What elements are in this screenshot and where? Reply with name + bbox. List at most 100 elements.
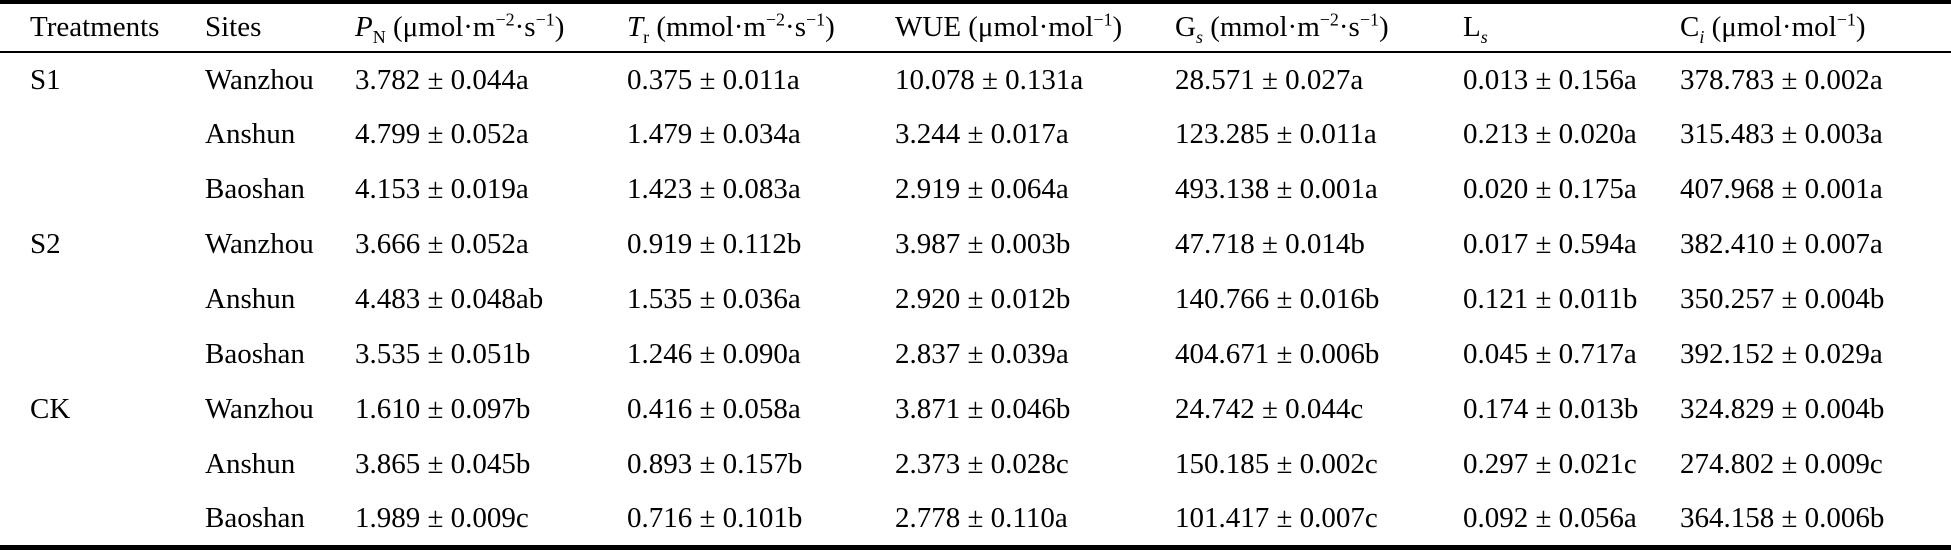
cell-tr: 1.246 ± 0.090a <box>627 338 801 370</box>
cell-gs: 493.138 ± 0.001a <box>1175 173 1378 205</box>
cell-treatment <box>0 162 175 217</box>
col-header-treatments: Treatments <box>0 2 175 52</box>
header-text-segment: (mmol·m <box>1202 11 1320 43</box>
cell-gs: 140.766 ± 0.016b <box>1175 283 1380 315</box>
cell-tr: 0.716 ± 0.101b <box>627 501 803 534</box>
header-text-segment: Sites <box>205 11 262 43</box>
cell-ci: 364.158 ± 0.006b <box>1680 501 1885 534</box>
cell-gs: 24.742 ± 0.044c <box>1175 393 1364 425</box>
cell-tr: 1.479 ± 0.034a <box>627 118 801 150</box>
cell-treatment: S1 <box>30 63 61 96</box>
header-row: Treatments Sites PN (μmol·m−2·s−1) Tr (m… <box>0 2 1951 52</box>
cell-ls: 0.121 ± 0.011b <box>1463 283 1638 315</box>
table-row: Baoshan 1.989 ± 0.009c 0.716 ± 0.101b 2.778… <box>0 492 1951 547</box>
header-text-segment: (μmol·mol <box>1704 11 1837 43</box>
cell-site: Wanzhou <box>205 228 314 260</box>
cell-wue: 3.871 ± 0.046b <box>895 393 1071 425</box>
cell-gs: 101.417 ± 0.007c <box>1175 501 1378 534</box>
header-text-segment: (mmol·m <box>649 11 766 43</box>
table-row: CK Wanzhou 1.610 ± 0.097b 0.416 ± 0.058a 3.8… <box>0 382 1951 437</box>
header-text-segment: −2 <box>765 9 786 30</box>
cell-tr: 0.919 ± 0.112b <box>627 228 802 260</box>
table-row: Anshun 4.483 ± 0.048ab 1.535 ± 0.036a 2.920… <box>0 272 1951 327</box>
table-row: S1 Wanzhou 3.782 ± 0.044a 0.375 ± 0.011a 10.… <box>0 52 1951 107</box>
header-text-segment: ) <box>1855 11 1866 43</box>
table-row: S2 Wanzhou 3.666 ± 0.052a 0.919 ± 0.112b 3.9… <box>0 217 1951 272</box>
cell-wue: 2.837 ± 0.039a <box>895 338 1069 370</box>
cell-ls: 0.092 ± 0.056a <box>1463 501 1637 534</box>
cell-tr: 1.535 ± 0.036a <box>627 283 801 315</box>
cell-pn: 3.535 ± 0.051b <box>355 338 531 370</box>
table-row: Anshun 3.865 ± 0.045b 0.893 ± 0.157b 2.373 … <box>0 437 1951 492</box>
header-text-segment: s <box>1480 26 1488 47</box>
cell-wue: 3.244 ± 0.017a <box>895 118 1069 150</box>
header-text-segment: ) <box>1378 11 1389 43</box>
header-text-segment: −1 <box>1359 9 1379 30</box>
cell-tr: 0.375 ± 0.011a <box>627 63 800 96</box>
header-text-segment: −2 <box>495 9 515 30</box>
cell-ci: 324.829 ± 0.004b <box>1680 393 1885 425</box>
cell-wue: 2.920 ± 0.012b <box>895 283 1071 315</box>
table-row: Anshun 4.799 ± 0.052a 1.479 ± 0.034a 3.244 … <box>0 107 1951 162</box>
cell-site: Anshun <box>205 283 296 315</box>
cell-site: Anshun <box>205 448 296 480</box>
cell-wue: 10.078 ± 0.131a <box>895 63 1084 96</box>
cell-pn: 3.666 ± 0.052a <box>355 228 529 260</box>
cell-gs: 28.571 ± 0.027a <box>1175 63 1364 96</box>
cell-ls: 0.020 ± 0.175a <box>1463 173 1637 205</box>
cell-ls: 0.045 ± 0.717a <box>1463 338 1637 370</box>
header-text-segment: C <box>1680 11 1700 43</box>
cell-ci: 350.257 ± 0.004b <box>1680 283 1885 315</box>
cell-pn: 4.799 ± 0.052a <box>355 118 529 150</box>
cell-ci: 274.802 ± 0.009c <box>1680 448 1883 480</box>
cell-wue: 2.919 ± 0.064a <box>895 173 1069 205</box>
cell-wue: 3.987 ± 0.003b <box>895 228 1071 260</box>
cell-gs: 123.285 ± 0.011a <box>1175 118 1377 150</box>
header-text-segment: WUE (μmol·mol <box>895 11 1094 43</box>
table-row: Baoshan 4.153 ± 0.019a 1.423 ± 0.083a 2.919… <box>0 162 1951 217</box>
cell-pn: 1.610 ± 0.097b <box>355 393 531 425</box>
col-header-sites: Sites <box>175 2 325 52</box>
cell-site: Anshun <box>205 118 296 150</box>
col-header-tr: Tr (mmol·m−2·s−1) <box>597 2 865 52</box>
table-body: S1 Wanzhou 3.782 ± 0.044a 0.375 ± 0.011a 10.… <box>0 52 1951 547</box>
header-text-segment: Treatments <box>30 11 160 43</box>
col-header-ci: Ci (μmol·mol−1) <box>1650 2 1951 52</box>
header-text-segment: i <box>1699 26 1705 47</box>
header-text-segment: −1 <box>1093 9 1113 30</box>
cell-treatment <box>0 327 175 382</box>
header-text-segment: ·s <box>514 11 536 43</box>
header-text-segment: T <box>627 11 644 43</box>
cell-site: Baoshan <box>205 338 305 370</box>
col-header-gs: Gs (mmol·m−2·s−1) <box>1145 2 1433 52</box>
header-text-segment: s <box>1195 26 1203 47</box>
cell-ci: 382.410 ± 0.007a <box>1680 228 1883 260</box>
cell-ci: 315.483 ± 0.003a <box>1680 118 1883 150</box>
header-text-segment: ·s <box>785 11 806 43</box>
cell-treatment <box>0 272 175 327</box>
cell-ls: 0.174 ± 0.013b <box>1463 393 1639 425</box>
cell-site: Wanzhou <box>205 393 314 425</box>
col-header-wue: WUE (μmol·mol−1) <box>865 2 1145 52</box>
header-text-segment: ) <box>1112 11 1123 43</box>
cell-ci: 407.968 ± 0.001a <box>1680 173 1883 205</box>
cell-ls: 0.013 ± 0.156a <box>1463 63 1637 96</box>
cell-gs: 150.185 ± 0.002c <box>1175 448 1378 480</box>
col-header-ls: Ls <box>1433 2 1650 52</box>
table-header: Treatments Sites PN (μmol·m−2·s−1) Tr (m… <box>0 2 1951 52</box>
cell-treatment <box>0 107 175 162</box>
cell-gs: 47.718 ± 0.014b <box>1175 228 1365 260</box>
header-text-segment: ) <box>554 11 565 43</box>
cell-tr: 1.423 ± 0.083a <box>627 173 801 205</box>
cell-gs: 404.671 ± 0.006b <box>1175 338 1380 370</box>
header-text-segment: P <box>355 11 373 43</box>
cell-wue: 2.778 ± 0.110a <box>895 501 1068 534</box>
cell-treatment: S2 <box>30 228 61 260</box>
cell-site: Baoshan <box>205 173 305 205</box>
cell-wue: 2.373 ± 0.028c <box>895 448 1069 480</box>
cell-pn: 4.483 ± 0.048ab <box>355 283 544 315</box>
cell-treatment <box>0 437 175 492</box>
header-text-segment: G <box>1175 11 1196 43</box>
col-header-pn: PN (μmol·m−2·s−1) <box>325 2 597 52</box>
cell-treatment <box>0 492 175 547</box>
